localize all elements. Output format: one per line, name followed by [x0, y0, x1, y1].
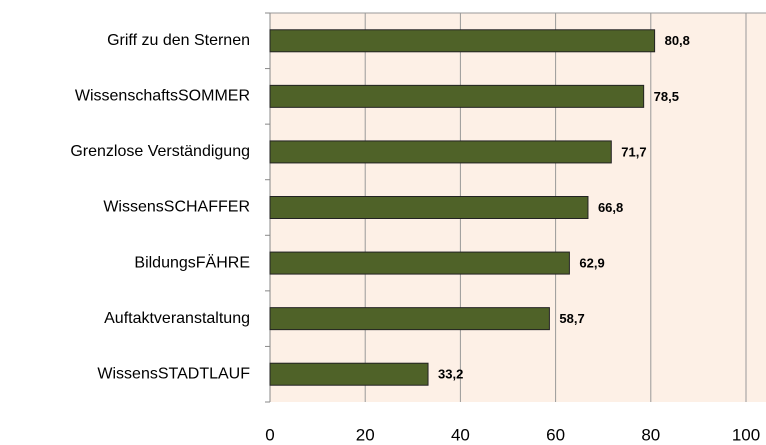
bar [269, 307, 550, 331]
bar [269, 251, 570, 275]
bar [269, 362, 429, 386]
x-tick-label: 40 [451, 425, 470, 444]
x-tick-label: 20 [356, 425, 375, 444]
x-tick-label: 100 [732, 425, 760, 444]
y-tick-label: Griff zu den Sternen [107, 32, 250, 49]
y-tick-label: WissensSTADTLAUF [97, 365, 250, 382]
data-label: 33,2 [438, 367, 463, 382]
data-label: 62,9 [579, 256, 604, 271]
data-label: 78,5 [654, 89, 679, 104]
bar [269, 140, 612, 164]
x-tick-label: 60 [546, 425, 565, 444]
x-tick-label: 80 [641, 425, 660, 444]
bar [269, 84, 645, 108]
data-label: 66,8 [598, 200, 623, 215]
y-tick-label: Auftaktveranstaltung [104, 310, 250, 327]
x-tick-label: 0 [265, 425, 274, 444]
bar [269, 196, 589, 219]
data-label: 80,8 [665, 33, 690, 48]
y-tick-label: WissensSCHAFFER [103, 199, 250, 216]
y-tick-label: Grenzlose Verständigung [70, 143, 250, 160]
y-tick-label: WissenschaftsSOMMER [75, 88, 250, 105]
data-label: 71,7 [621, 144, 646, 159]
data-label: 58,7 [559, 311, 584, 326]
y-tick-label: BildungsFÄHRE [134, 253, 250, 271]
bar [269, 29, 656, 53]
